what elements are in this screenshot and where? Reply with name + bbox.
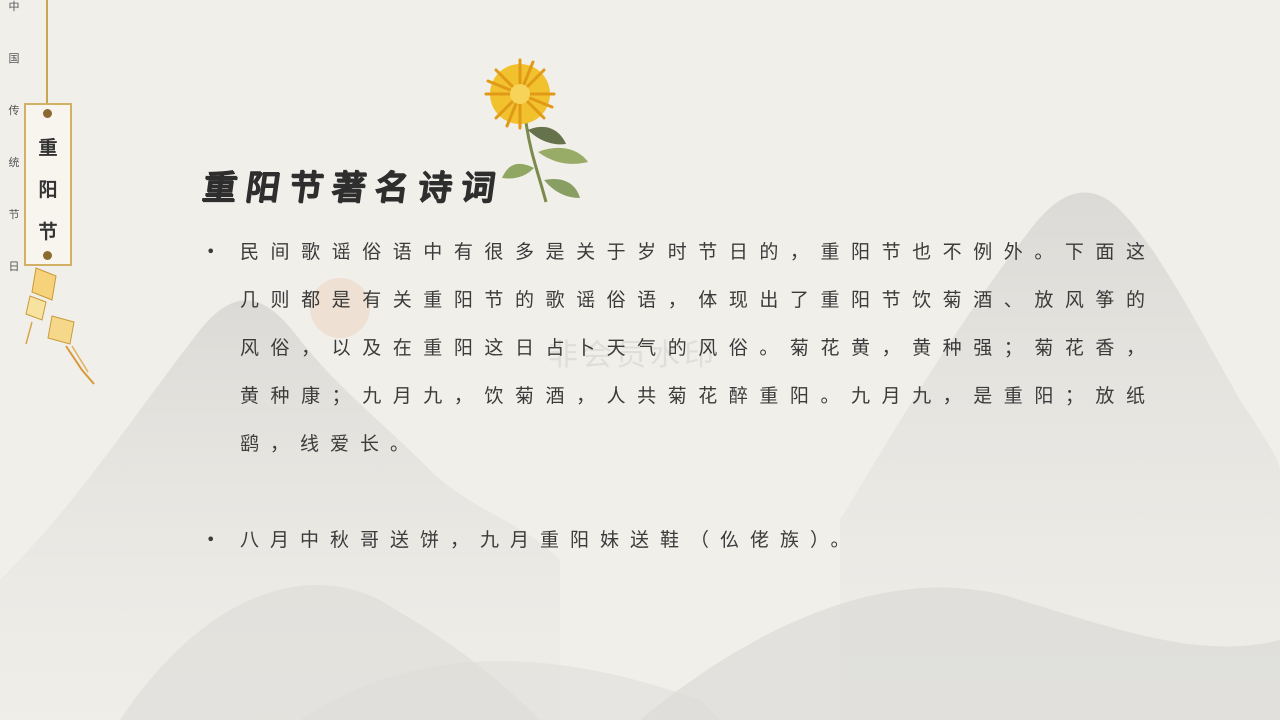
bullet-marker: •: [206, 242, 216, 261]
bullet-text: 民间歌谣俗语中有很多是关于岁时节日的，重阳节也不例外。下面这几则都是有关重阳节的…: [240, 241, 1156, 455]
tag-char: 节: [38, 221, 58, 243]
list-item: • 民间歌谣俗语中有很多是关于岁时节日的，重阳节也不例外。下面这几则都是有关重阳…: [206, 228, 1156, 468]
lantern-tassel-icon: [25, 267, 95, 385]
tag-text: 重 阳 节: [26, 127, 70, 253]
tag-dot-bottom: [43, 251, 52, 260]
side-char: 传: [8, 104, 20, 117]
tag-char: 阳: [38, 179, 58, 201]
bullet-list: • 民间歌谣俗语中有很多是关于岁时节日的，重阳节也不例外。下面这几则都是有关重阳…: [206, 228, 1156, 564]
tag-dot-top: [43, 109, 52, 118]
side-char: 国: [8, 52, 20, 65]
watermark: 非会员水印: [548, 338, 718, 373]
side-vertical-text: 中 国 传 统 节 日: [6, 0, 22, 312]
page-title: 重阳节著名诗词: [199, 168, 507, 208]
chrysanthemum-icon: [484, 58, 588, 203]
hanging-tag: 重 阳 节: [24, 103, 72, 266]
side-char: 节: [8, 208, 20, 221]
hanging-string: [46, 0, 48, 104]
side-char: 日: [8, 260, 20, 273]
tag-char: 重: [38, 137, 58, 159]
side-char: 统: [8, 156, 20, 169]
list-item: • 八月中秋哥送饼，九月重阳妹送鞋（仫佬族）。: [206, 516, 1156, 564]
side-char: 中: [8, 0, 20, 13]
bullet-text: 八月中秋哥送饼，九月重阳妹送鞋（仫佬族）。: [240, 529, 861, 551]
bullet-marker: •: [206, 530, 216, 549]
